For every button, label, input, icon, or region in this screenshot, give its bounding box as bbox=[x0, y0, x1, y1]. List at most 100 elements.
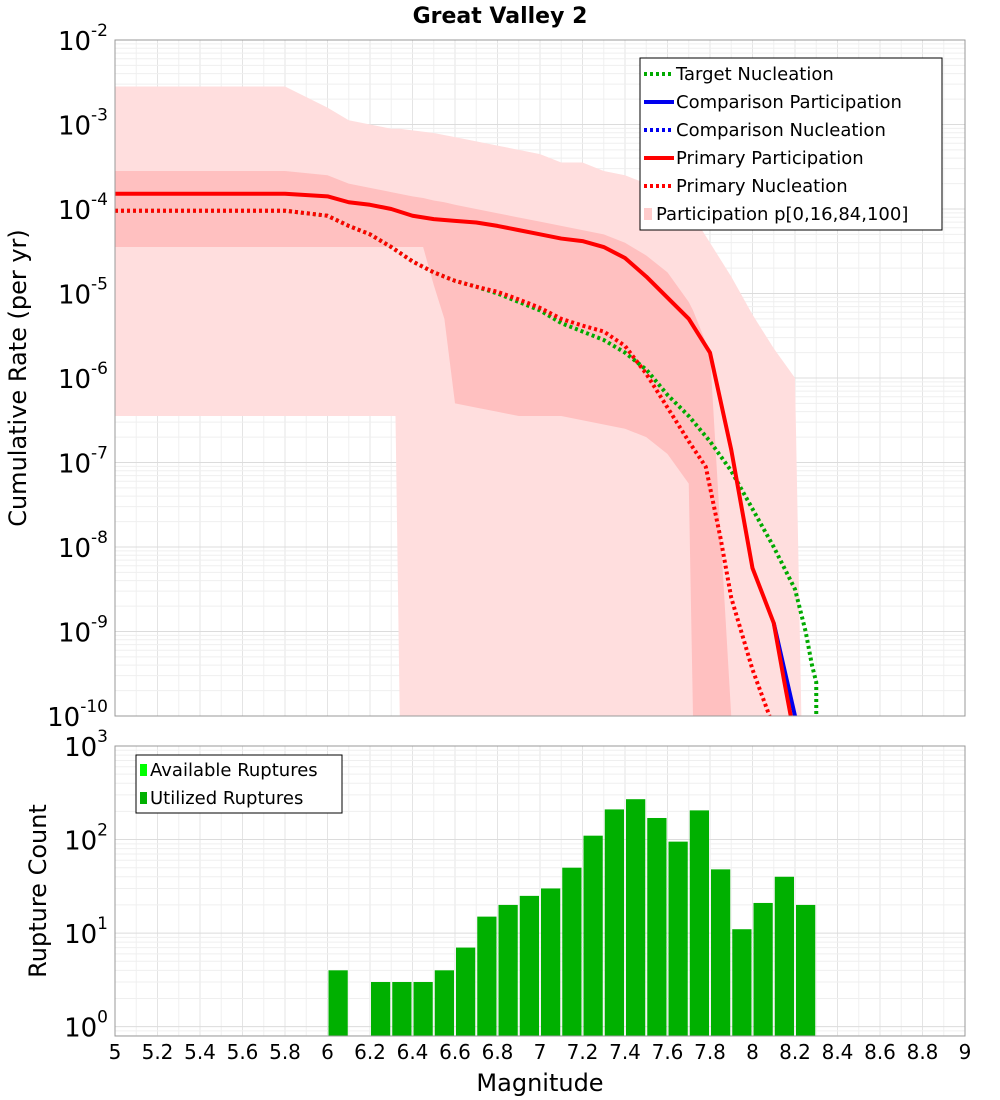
y-tick-base: 10 bbox=[47, 703, 80, 733]
magnitude-x-tick-labels: 5 5.2 5.4 5.6 5.8 6 6.2 6.4 6.6 6.8 7 7.2 7.4 7.6 7.8 8… bbox=[109, 1040, 972, 1064]
legend-label: Primary Participation bbox=[676, 148, 864, 169]
y-tick-label: 10-8 bbox=[58, 528, 108, 564]
bar bbox=[541, 888, 561, 1036]
bar bbox=[583, 835, 603, 1036]
legend-label: Comparison Nucleation bbox=[676, 120, 886, 141]
legend-label: Available Ruptures bbox=[150, 760, 318, 781]
chart-title: Great Valley 2 bbox=[413, 4, 588, 29]
x-tick-label: 7.6 bbox=[652, 1040, 684, 1064]
y-tick-exponent: -5 bbox=[91, 275, 108, 295]
y-tick-exponent: -2 bbox=[91, 21, 108, 41]
bar bbox=[732, 929, 752, 1036]
bar bbox=[668, 841, 688, 1036]
y-tick-base: 10 bbox=[58, 281, 91, 311]
bar bbox=[711, 869, 731, 1036]
y-tick-label: 10-6 bbox=[58, 359, 108, 395]
rupture-legend: Available Ruptures Utilized Ruptures bbox=[135, 754, 343, 814]
y-tick-label: 10-5 bbox=[58, 275, 108, 311]
legend-label: Comparison Participation bbox=[676, 92, 902, 113]
x-tick-label: 7.2 bbox=[567, 1040, 599, 1064]
y-tick-exponent: 1 bbox=[97, 914, 108, 934]
bar bbox=[626, 799, 646, 1036]
x-tick-label: 6.6 bbox=[439, 1040, 471, 1064]
y-tick-base: 10 bbox=[58, 619, 91, 649]
y-tick-base: 10 bbox=[58, 450, 91, 480]
bar bbox=[498, 904, 518, 1036]
y-tick-exponent: -6 bbox=[91, 359, 108, 379]
y-tick-exponent: -3 bbox=[91, 106, 108, 126]
legend-label: Utilized Ruptures bbox=[150, 788, 303, 809]
x-tick-label: 8.2 bbox=[779, 1040, 811, 1064]
y-tick-label: 10-7 bbox=[58, 444, 108, 480]
bar bbox=[689, 810, 709, 1036]
y-tick-label: 102 bbox=[64, 821, 108, 857]
legend-swatch bbox=[140, 792, 147, 804]
x-tick-label: 6.8 bbox=[482, 1040, 514, 1064]
x-tick-label: 6 bbox=[321, 1040, 334, 1064]
band-p16-p84 bbox=[115, 170, 732, 717]
x-tick-label: 7 bbox=[534, 1040, 547, 1064]
y-tick-base: 10 bbox=[64, 920, 97, 950]
y-tick-exponent: 3 bbox=[97, 727, 108, 747]
y-tick-label: 100 bbox=[64, 1008, 108, 1044]
rate-lines bbox=[115, 191, 819, 717]
y-tick-exponent: -4 bbox=[91, 190, 108, 210]
x-tick-label: 6.4 bbox=[397, 1040, 429, 1064]
x-tick-label: 8.6 bbox=[864, 1040, 896, 1064]
bar bbox=[477, 916, 497, 1036]
rate-y-axis-label: Cumulative Rate (per yr) bbox=[4, 229, 32, 527]
series-line-primary-participation bbox=[115, 191, 793, 717]
rupture-count-bars bbox=[328, 799, 816, 1036]
legend-swatch bbox=[644, 208, 652, 220]
y-tick-base: 10 bbox=[64, 1014, 97, 1044]
bar bbox=[519, 895, 539, 1036]
x-tick-label: 8 bbox=[746, 1040, 759, 1064]
bar bbox=[392, 982, 412, 1036]
x-tick-label: 5.8 bbox=[269, 1040, 301, 1064]
count-y-axis-label: Rupture Count bbox=[24, 804, 52, 978]
x-tick-label: 5.2 bbox=[142, 1040, 174, 1064]
legend-box bbox=[135, 754, 343, 814]
bar bbox=[647, 817, 667, 1036]
bar bbox=[562, 867, 582, 1036]
rate-legend: Target Nucleation Comparison Participatio… bbox=[639, 57, 943, 231]
y-tick-exponent: -8 bbox=[91, 528, 108, 548]
y-tick-exponent: -7 bbox=[91, 444, 108, 464]
y-tick-label: 103 bbox=[64, 727, 108, 763]
legend-swatch bbox=[140, 764, 147, 776]
x-axis-label: Magnitude bbox=[476, 1069, 603, 1097]
bar bbox=[371, 982, 391, 1036]
y-tick-label: 101 bbox=[64, 914, 108, 950]
y-tick-base: 10 bbox=[58, 27, 91, 57]
y-tick-exponent: -10 bbox=[80, 697, 108, 717]
y-tick-base: 10 bbox=[64, 733, 97, 763]
y-tick-exponent: -9 bbox=[91, 613, 108, 633]
x-tick-label: 5 bbox=[109, 1040, 122, 1064]
participation-bands bbox=[115, 86, 802, 717]
y-tick-base: 10 bbox=[58, 196, 91, 226]
bar bbox=[413, 982, 433, 1036]
y-tick-exponent: 2 bbox=[97, 821, 108, 841]
y-tick-label: 10-3 bbox=[58, 106, 108, 142]
legend-label: Participation p[0,16,84,100] bbox=[656, 204, 908, 225]
bar bbox=[753, 902, 773, 1036]
rupture-count-frame bbox=[114, 745, 966, 1037]
y-tick-exponent: 0 bbox=[97, 1008, 108, 1028]
y-tick-base: 10 bbox=[58, 365, 91, 395]
legend-box bbox=[639, 57, 943, 231]
y-tick-base: 10 bbox=[58, 534, 91, 564]
x-tick-label: 8.4 bbox=[822, 1040, 854, 1064]
y-tick-label: 10-9 bbox=[58, 613, 108, 649]
rate-plot-frame bbox=[114, 39, 966, 717]
bar bbox=[456, 947, 476, 1036]
bar bbox=[328, 970, 348, 1036]
bar bbox=[434, 970, 454, 1036]
x-tick-label: 6.2 bbox=[354, 1040, 386, 1064]
x-tick-label: 5.6 bbox=[227, 1040, 259, 1064]
y-tick-label: 10-2 bbox=[58, 21, 108, 57]
bar bbox=[796, 904, 816, 1036]
